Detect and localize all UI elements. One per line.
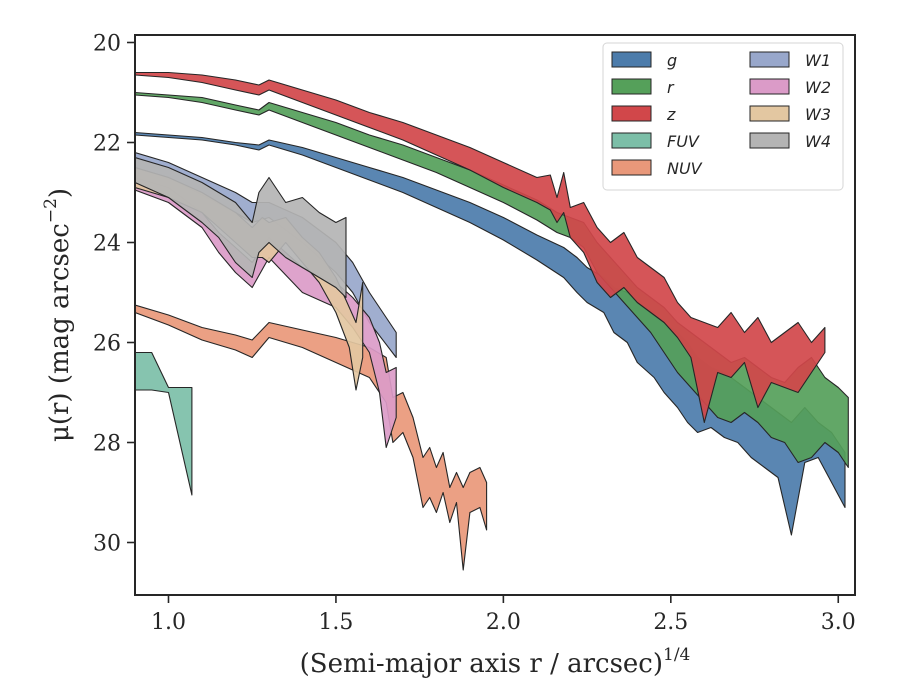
legend-label-r: r (667, 78, 675, 97)
y-axis-label: μ(r) (mag arcsec−2) (41, 188, 75, 442)
x-tick-label: 1.0 (151, 610, 186, 635)
legend-label-fuv: FUV (667, 132, 700, 151)
legend-label-nuv: NUV (667, 159, 703, 178)
y-tick-label: 28 (93, 432, 121, 457)
plot-frame (134, 34, 856, 596)
legend-label-w1: W1 (805, 51, 831, 70)
x-axis-label: (Semi-major axis r / arcsec)1/4 (300, 645, 691, 679)
legend-swatch-nuv (611, 159, 652, 176)
bands-layer (135, 71, 849, 571)
band-w4 (135, 156, 347, 299)
legend-swatch-r (611, 78, 652, 95)
y-axis-label-text: μ(r) (mag arcsec (45, 223, 75, 442)
y-tick-label: 24 (93, 232, 121, 257)
legend-label-w4: W4 (805, 132, 831, 151)
y-tick-label: 22 (93, 132, 121, 157)
legend-swatch-z (611, 105, 652, 122)
y-tick-label: 26 (93, 332, 121, 357)
x-tick-label: 2.0 (486, 610, 521, 635)
legend-swatch-fuv (611, 132, 652, 149)
x-axis-label-text: (Semi-major axis r / arcsec) (300, 649, 663, 679)
x-tick-label: 3.0 (821, 610, 856, 635)
legend-label-g: g (667, 51, 677, 70)
y-axis-label-exponent: −2 (41, 198, 61, 223)
axes-layer: 1.0 1.5 2.0 2.5 3.0 20 22 24 26 28 30 (93, 32, 856, 636)
band-g (135, 131, 846, 536)
x-axis-label-exponent: 1/4 (663, 645, 690, 665)
legend-swatch-w4 (749, 132, 790, 149)
y-tick-label: 30 (93, 532, 121, 557)
y-axis-label-close: ) (45, 188, 75, 198)
legend: grz FUV NUV W1 W2 W3 W4 (602, 42, 844, 191)
band-fuv (135, 351, 193, 496)
y-tick-label: 20 (93, 32, 121, 57)
legend-swatch-w1 (749, 51, 790, 68)
legend-label-w2: W2 (805, 78, 831, 97)
x-tick-label: 2.5 (653, 610, 688, 635)
band-z (135, 71, 826, 424)
legend-swatch-g (611, 51, 652, 68)
legend-swatch-w2 (749, 78, 790, 95)
legend-label-w3: W3 (805, 105, 831, 124)
x-tick-label: 1.5 (318, 610, 353, 635)
legend-swatch-w3 (749, 105, 790, 122)
legend-label-z: z (666, 105, 676, 124)
